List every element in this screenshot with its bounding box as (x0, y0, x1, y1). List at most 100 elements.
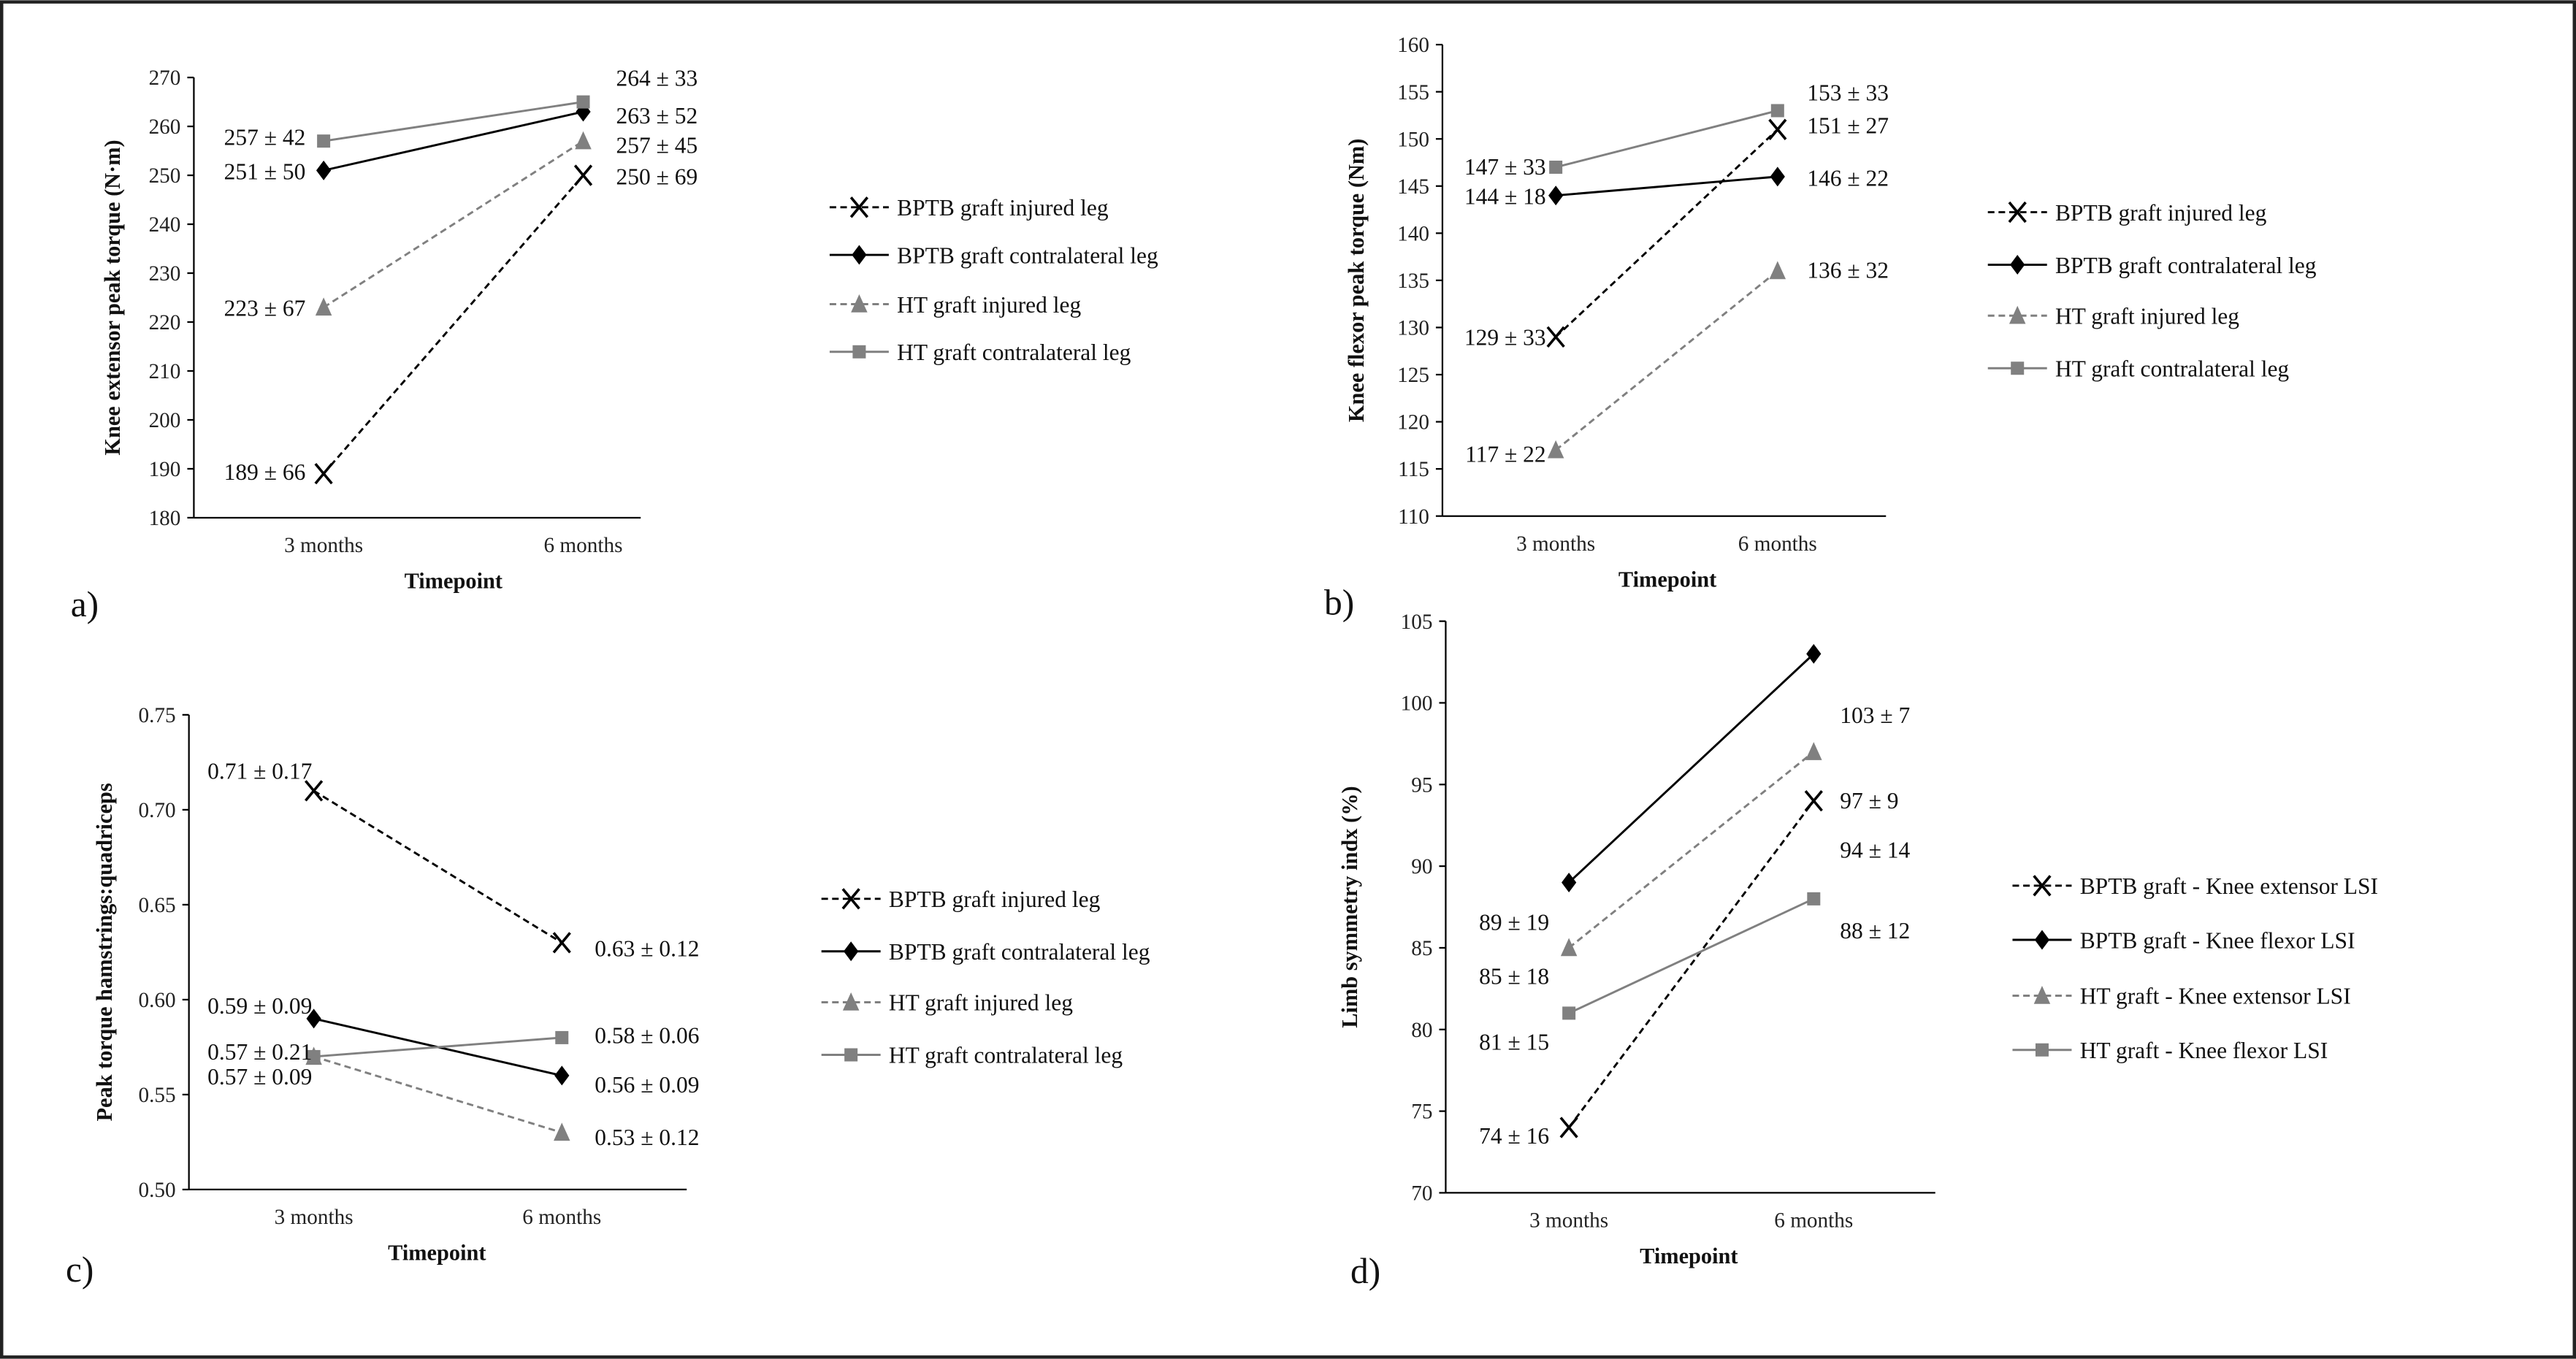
data-point-triangle-marker (1805, 742, 1822, 760)
data-label: 146 ± 22 (1807, 166, 1889, 191)
data-label: 81 ± 15 (1479, 1030, 1549, 1055)
legend-item: HT graft injured leg (1987, 304, 2239, 329)
y-tick-label: 190 (149, 458, 181, 481)
data-label: 153 ± 33 (1807, 80, 1889, 106)
series-2: 89 ± 19 103 ± 7 (1479, 643, 1910, 935)
data-point-x-marker (1546, 326, 1565, 348)
data-point-diamond-marker (1562, 872, 1577, 892)
panel-label: a) (71, 584, 99, 624)
y-tick-label: 220 (149, 311, 181, 334)
y-tick-label: 125 (1397, 364, 1429, 387)
y-tick-label: 130 (1397, 317, 1429, 340)
legend-label: BPTB graft injured leg (889, 887, 1101, 912)
data-label: 88 ± 12 (1840, 918, 1910, 943)
y-tick-label: 0.60 (139, 989, 176, 1012)
panel-label: d) (1350, 1251, 1380, 1291)
y-tick-label: 200 (149, 409, 181, 432)
chart-panel-b: 110 115 120 125 130 135 140 145 150 155 160 3 month… (1324, 34, 2317, 622)
legend-item: BPTB graft injured leg (821, 887, 1101, 912)
data-label: 85 ± 18 (1479, 964, 1549, 989)
data-label: 257 ± 42 (224, 124, 306, 150)
data-point-x-marker (1559, 1117, 1578, 1138)
data-point-x-marker (1804, 790, 1823, 812)
legend-label: HT graft contralateral leg (2055, 356, 2289, 381)
data-label: 251 ± 50 (224, 159, 306, 185)
series-4: 147 ± 33 153 ± 33 (1464, 80, 1889, 180)
legend-item: HT graft contralateral leg (821, 1043, 1123, 1068)
series-line (323, 110, 584, 172)
data-label: 151 ± 27 (1807, 113, 1889, 139)
series-3: 223 ± 67 257 ± 45 (224, 131, 698, 321)
y-tick-label: 180 (149, 507, 181, 530)
y-tick-label: 85 (1411, 937, 1432, 960)
legend-diamond-marker (844, 941, 859, 962)
y-tick-label: 0.70 (139, 799, 176, 822)
y-tick-label: 115 (1398, 458, 1429, 481)
data-label: 257 ± 45 (616, 133, 698, 158)
legend-diamond-marker (2034, 930, 2050, 950)
series-line (1555, 129, 1778, 338)
legend-x-marker (2033, 875, 2052, 897)
legend-item: BPTB graft contralateral leg (829, 242, 1158, 268)
y-tick-label: 100 (1401, 692, 1433, 716)
chart-panel-d: 70 75 80 85 90 95 100 105 3 months 6 months Timepo… (1337, 610, 2378, 1291)
x-axis-title: Timepoint (405, 569, 502, 594)
legend-item: BPTB graft - Knee extensor LSI (2012, 873, 2378, 899)
data-point-x-marker (304, 780, 324, 802)
y-tick-label: 105 (1401, 610, 1433, 634)
data-label: 264 ± 33 (616, 65, 698, 91)
data-point-x-marker (573, 164, 593, 186)
y-tick-label: 70 (1411, 1182, 1432, 1206)
y-tick-label: 110 (1398, 505, 1429, 529)
legend-item: HT graft contralateral leg (829, 340, 1131, 365)
data-point-diamond-marker (1806, 643, 1822, 664)
y-tick-label: 95 (1411, 773, 1432, 797)
series-1: 0.71 ± 0.17 0.63 ± 0.12 (207, 759, 699, 962)
y-tick-label: 0.75 (139, 704, 176, 727)
y-axis-title: Knee flexor peak torque (Nm) (1344, 139, 1369, 422)
y-tick-label: 155 (1397, 81, 1429, 104)
data-label: 147 ± 33 (1464, 154, 1546, 180)
data-point-diamond-marker (306, 1008, 321, 1029)
series-1: 74 ± 16 94 ± 14 (1479, 790, 1911, 1149)
legend-label: HT graft contralateral leg (889, 1043, 1123, 1068)
series-line (313, 1055, 562, 1134)
series-line (1555, 269, 1778, 451)
x-tick-label: 3 months (284, 534, 363, 557)
legend-label: BPTB graft contralateral leg (897, 242, 1158, 268)
series-line (313, 789, 563, 944)
legend-square-marker (844, 1048, 858, 1062)
y-tick-label: 150 (1397, 128, 1429, 151)
data-label: 89 ± 19 (1479, 910, 1549, 935)
series-4: 81 ± 15 88 ± 12 (1479, 892, 1910, 1055)
legend-label: HT graft injured leg (889, 990, 1073, 1016)
data-label: 103 ± 7 (1840, 703, 1910, 728)
series-2: 144 ± 18 146 ± 22 (1464, 166, 1889, 210)
series-line (1556, 175, 1778, 197)
legend-label: BPTB graft - Knee flexor LSI (2080, 927, 2355, 953)
legend-triangle-marker (2033, 986, 2051, 1004)
series-line (1568, 653, 1815, 884)
data-label: 97 ± 9 (1840, 788, 1898, 814)
legend-triangle-marker (842, 992, 860, 1011)
legend-diamond-marker (2010, 255, 2025, 275)
data-label: 0.58 ± 0.06 (595, 1023, 699, 1049)
data-point-triangle-marker (554, 1122, 570, 1141)
data-point-x-marker (552, 932, 571, 954)
series-3: 85 ± 18 97 ± 9 (1479, 742, 1899, 989)
data-label: 74 ± 16 (1479, 1123, 1549, 1149)
series-3: 117 ± 22 136 ± 32 (1465, 258, 1889, 467)
data-point-square-marker (576, 95, 590, 109)
legend-label: BPTB graft - Knee extensor LSI (2080, 873, 2378, 899)
y-tick-label: 120 (1397, 411, 1429, 435)
legend-item: BPTB graft contralateral leg (1987, 253, 2317, 278)
y-tick-label: 160 (1397, 34, 1429, 57)
data-point-diamond-marker (316, 160, 332, 180)
legend-x-marker (841, 888, 860, 910)
y-tick-label: 0.50 (139, 1179, 176, 1202)
y-axis-title: Knee extensor peak torque (N·m) (100, 139, 125, 455)
data-label: 223 ± 67 (224, 295, 306, 321)
y-tick-label: 270 (149, 66, 181, 90)
y-tick-label: 260 (149, 115, 181, 139)
x-tick-label: 6 months (1738, 532, 1817, 556)
